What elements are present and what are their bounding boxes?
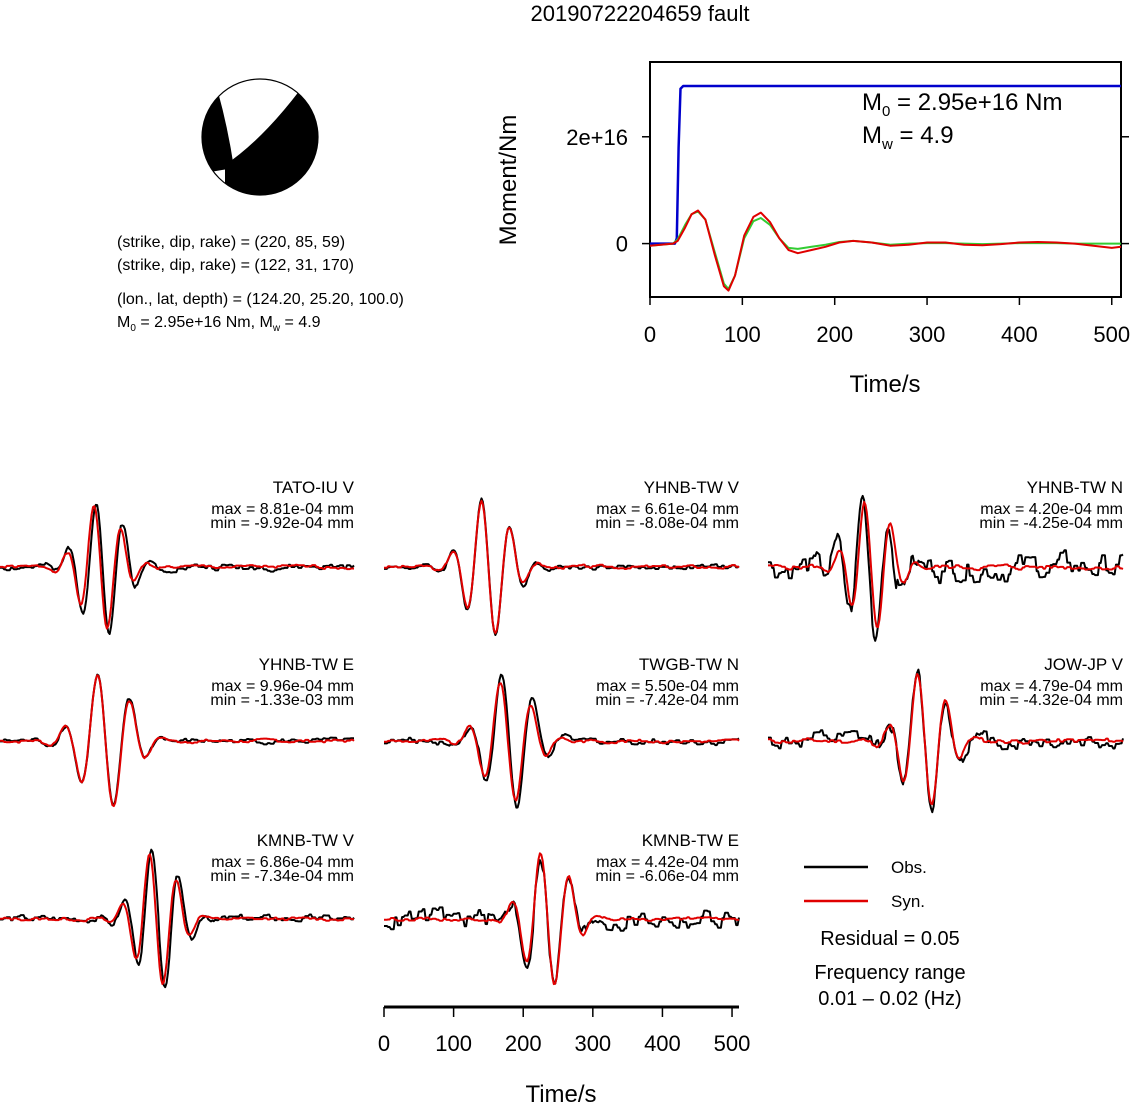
observed-trace xyxy=(384,497,740,636)
legend-residual: Residual = 0.05 xyxy=(820,928,960,950)
moment-xtick-label: 300 xyxy=(909,322,946,347)
moment-xtick-label: 100 xyxy=(724,322,761,347)
moment-mw-annotation: Mw = 4.9 xyxy=(862,122,954,153)
synthetic-trace xyxy=(0,674,355,808)
annot-m0-text: = 2.95e+16 Nm xyxy=(890,89,1062,116)
waveform-xtick-label: 300 xyxy=(574,1031,611,1056)
moment-xtick-label: 400 xyxy=(1001,322,1038,347)
panel-max-label: max = 5.50e-04 mm xyxy=(596,678,739,695)
moment-xtick-label: 200 xyxy=(816,322,853,347)
annot-mw-prefix: M xyxy=(862,122,882,149)
figure-title: 20190722204659 fault xyxy=(531,1,750,26)
panel-min-label: min = -6.06e-04 mm xyxy=(595,868,739,885)
synthetic-trace xyxy=(384,682,740,802)
observed-trace xyxy=(768,494,1124,642)
panel-max-label: max = 4.79e-04 mm xyxy=(980,678,1123,695)
legend-frequency-value: 0.01 – 0.02 (Hz) xyxy=(818,988,961,1010)
focal-line-3: (lon., lat, depth) = (124.20, 25.20, 100… xyxy=(117,291,404,308)
legend-syn-label: Syn. xyxy=(891,892,925,911)
moment-plot: 0 100 200 300 400 500 0 2e+16 Moment/Nm Time/s… xyxy=(495,61,1130,398)
station-label: YHNB-TW E xyxy=(259,655,354,674)
station-label: TWGB-TW N xyxy=(639,655,739,674)
station-label: JOW-JP V xyxy=(1044,655,1123,674)
station-label: KMNB-TW V xyxy=(257,831,355,850)
focal-line-2: (strike, dip, rake) = (122, 31, 170) xyxy=(117,257,354,274)
m0-subscript: 0 xyxy=(130,323,136,334)
panel-min-label: min = -9.92e-04 mm xyxy=(210,515,354,532)
moment-xtick-label: 0 xyxy=(644,322,656,347)
moment-ylabel: Moment/Nm xyxy=(495,115,522,246)
synthetic-trace xyxy=(384,852,740,986)
focal-line-1: (strike, dip, rake) = (220, 85, 59) xyxy=(117,234,345,251)
moment-x-axis: 0 100 200 300 400 500 xyxy=(644,297,1130,347)
panel-max-label: max = 6.86e-04 mm xyxy=(211,854,354,871)
legend: Obs. Syn. Residual = 0.05 Frequency rang… xyxy=(804,858,966,1010)
m0-value: = 2.95e+16 Nm, M xyxy=(136,314,273,331)
moment-plot-frame xyxy=(649,61,1122,298)
moment-series-group xyxy=(649,84,1122,292)
synthetic-trace xyxy=(0,505,355,630)
panel-min-label: min = -8.08e-04 mm xyxy=(595,515,739,532)
waveform-time-axis: 0 100 200 300 400 500 Time/s xyxy=(378,1005,751,1104)
station-label: TATO-IU V xyxy=(273,478,355,497)
synthetic-trace xyxy=(0,853,355,985)
annot-m0-prefix: M xyxy=(862,89,882,116)
station-label: YHNB-TW N xyxy=(1027,478,1123,497)
annot-mw-text: = 4.9 xyxy=(893,122,954,149)
waveform-xtick-label: 100 xyxy=(435,1031,472,1056)
beachball-outline xyxy=(201,78,319,196)
waveform-xtick-label: 200 xyxy=(505,1031,542,1056)
panel-min-label: min = -7.34e-04 mm xyxy=(210,868,354,885)
focal-info: (strike, dip, rake) = (220, 85, 59) (str… xyxy=(117,234,404,334)
waveform-axis-ticks: 0 100 200 300 400 500 xyxy=(378,1007,751,1056)
waveform-xlabel: Time/s xyxy=(525,1081,596,1104)
moment-y-axis: 0 2e+16 xyxy=(566,125,1129,257)
moment-m0-annotation: M0 = 2.95e+16 Nm xyxy=(862,89,1062,120)
panel-max-label: max = 6.61e-04 mm xyxy=(596,501,739,518)
beachball-compressional-quadrant xyxy=(225,90,318,195)
station-label: KMNB-TW E xyxy=(642,831,739,850)
annot-m0-sub: 0 xyxy=(882,103,890,120)
synthetic-trace xyxy=(768,500,1124,628)
panel-max-label: max = 4.20e-04 mm xyxy=(980,501,1123,518)
panel-min-label: min = -4.25e-04 mm xyxy=(979,515,1123,532)
moment-series-observed xyxy=(649,209,1122,292)
waveform-xtick-label: 500 xyxy=(714,1031,751,1056)
panel-min-label: min = -1.33e-03 mm xyxy=(210,692,354,709)
annot-mw-sub: w xyxy=(881,136,893,153)
m0-prefix: M xyxy=(117,314,130,331)
panel-max-label: max = 8.81e-04 mm xyxy=(211,501,354,518)
legend-frequency-title: Frequency range xyxy=(814,962,965,984)
moment-xlabel: Time/s xyxy=(849,371,920,398)
synthetic-trace xyxy=(384,499,740,635)
panel-min-label: min = -4.32e-04 mm xyxy=(979,692,1123,709)
mw-subscript: w xyxy=(272,323,281,334)
mw-value: = 4.9 xyxy=(280,314,321,331)
moment-ytick-label: 0 xyxy=(616,232,628,257)
panel-max-label: max = 4.42e-04 mm xyxy=(596,854,739,871)
moment-xtick-label: 500 xyxy=(1093,322,1130,347)
panel-min-label: min = -7.42e-04 mm xyxy=(595,692,739,709)
moment-series-cumulative xyxy=(650,84,1121,245)
panel-max-label: max = 9.96e-04 mm xyxy=(211,678,354,695)
beachball xyxy=(201,78,319,196)
station-label: YHNB-TW V xyxy=(644,478,740,497)
legend-obs-label: Obs. xyxy=(891,858,927,877)
focal-moment-line: M0 = 2.95e+16 Nm, Mw = 4.9 xyxy=(117,314,321,334)
moment-ytick-label: 2e+16 xyxy=(566,125,628,150)
waveform-xtick-label: 400 xyxy=(644,1031,681,1056)
waveform-xtick-label: 0 xyxy=(378,1031,390,1056)
synthetic-trace xyxy=(768,673,1124,806)
